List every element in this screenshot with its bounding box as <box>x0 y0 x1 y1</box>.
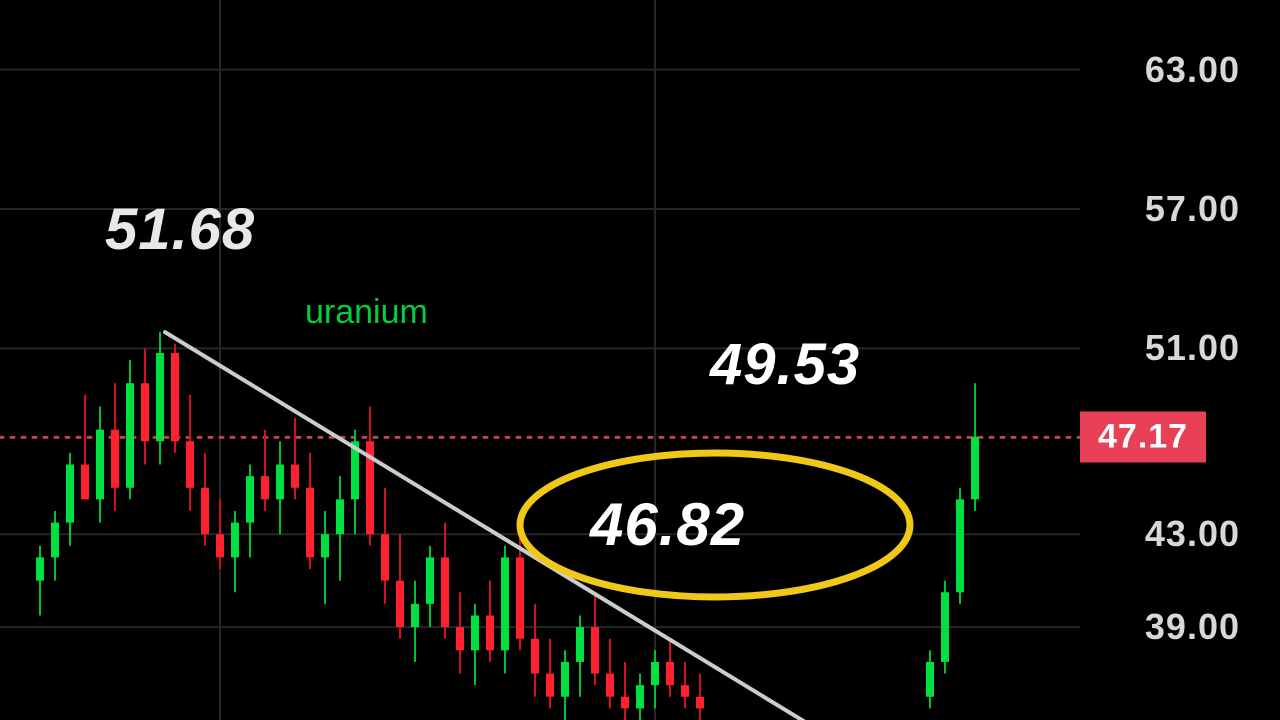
y-axis-label: 51.00 <box>1145 327 1240 369</box>
price-annotation-peak-2: 49.53 <box>710 331 860 398</box>
price-chart[interactable]: 63.00 57.00 51.00 43.00 39.00 47.17 51.6… <box>0 0 1280 720</box>
y-axis-label: 43.00 <box>1145 513 1240 555</box>
chart-svg <box>0 0 1280 720</box>
price-annotation-target: 46.82 <box>590 490 745 559</box>
y-axis-label: 39.00 <box>1145 606 1240 648</box>
price-annotation-peak-1: 51.68 <box>105 196 255 263</box>
current-price-badge: 47.17 <box>1080 412 1206 463</box>
y-axis-label: 63.00 <box>1145 49 1240 91</box>
watermark-label: uranium <box>305 293 428 332</box>
y-axis-label: 57.00 <box>1145 188 1240 230</box>
